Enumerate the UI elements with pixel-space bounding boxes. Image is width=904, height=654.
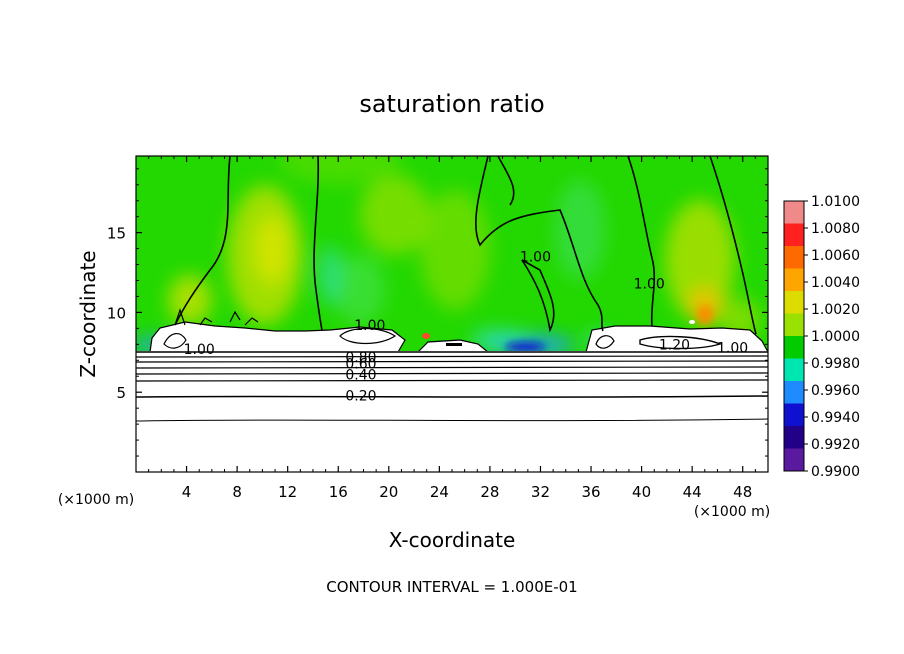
x-tick-label: 48 <box>733 483 752 501</box>
colorbar-swatch <box>784 313 804 337</box>
colorbar: 1.0100 1.0080 1.0060 1.0040 1.0020 1.0000 0.99… <box>783 194 860 480</box>
contour-interval-note: CONTOUR INTERVAL = 1.000E-01 <box>326 578 577 596</box>
x-unit-left: (×1000 m) <box>58 492 134 508</box>
x-tick-label: 20 <box>379 483 398 501</box>
contour-label: 1.20 <box>659 337 690 353</box>
y-axis: 5 10 15 <box>107 168 768 457</box>
colorbar-swatch <box>784 201 804 224</box>
y-tick-label: 5 <box>116 384 126 402</box>
lower-subsaturated-region <box>136 351 768 472</box>
colorbar-tick-label: 0.9980 <box>811 356 860 372</box>
colorbar-tick-label: 1.0060 <box>811 248 860 264</box>
y-tick-label: 10 <box>107 304 126 322</box>
colorbar-swatch <box>784 268 804 292</box>
contour-dots <box>422 320 695 346</box>
contour-label: 0.20 <box>345 388 376 404</box>
contour-label: 1.00 <box>520 250 551 266</box>
colorbar-tick-label: 0.9960 <box>811 383 860 399</box>
colorbar-tick-label: 1.0080 <box>811 221 860 237</box>
contour-label: 0.80 <box>345 350 376 366</box>
colorbar-swatch <box>784 336 804 359</box>
x-tick-label: 40 <box>632 483 651 501</box>
contour-label: 0.40 <box>345 368 376 384</box>
colorbar-tick-label: 1.0000 <box>811 329 860 345</box>
colorbar-swatch <box>784 246 804 269</box>
contour-label: 1.00 <box>717 341 748 357</box>
x-unit-right: (×1000 m) <box>694 504 770 520</box>
colorbar-swatch <box>784 426 804 449</box>
colorbar-swatch <box>784 403 804 427</box>
colorbar-tick-label: 1.0020 <box>811 302 860 318</box>
contour-lines <box>136 156 768 422</box>
contour-labels: 1.00 1.00 0.800.600.40 0.20 1.00 1.00 1.20 1.00 <box>184 250 749 405</box>
contour-label: 0.60 <box>345 356 376 372</box>
x-axis: 4 8 12 16 20 24 28 32 36 40 44 48 <box>148 156 756 501</box>
y-axis-label: Z-coordinate <box>76 250 100 377</box>
colorbar-tick-label: 1.0100 <box>811 194 860 210</box>
colorbar-tick-label: 0.9920 <box>811 437 860 453</box>
x-axis-label: X-coordinate <box>389 528 516 552</box>
x-tick-label: 32 <box>531 483 550 501</box>
colorbar-swatch <box>784 223 804 247</box>
colorbar-swatch <box>784 448 804 472</box>
x-tick-label: 44 <box>683 483 702 501</box>
contour-label: 1.00 <box>634 277 665 293</box>
x-tick-label: 12 <box>278 483 297 501</box>
plot-area: 1.00 1.00 0.800.600.40 0.20 1.00 1.00 1.20 1.00 <box>136 156 768 472</box>
x-tick-label: 8 <box>232 483 242 501</box>
chart-title: saturation ratio <box>359 90 544 118</box>
contour-label: 1.00 <box>184 342 215 358</box>
colorbar-swatch <box>784 381 804 404</box>
x-tick-label: 24 <box>430 483 449 501</box>
contour-label: 1.00 <box>354 318 385 334</box>
colorbar-tick-label: 0.9940 <box>811 410 860 426</box>
colorbar-swatch <box>784 291 804 314</box>
x-tick-label: 36 <box>581 483 600 501</box>
x-tick-label: 28 <box>480 483 499 501</box>
colorbar-tick-label: 1.0040 <box>811 275 860 291</box>
x-tick-label: 16 <box>329 483 348 501</box>
x-tick-label: 4 <box>182 483 192 501</box>
y-tick-label: 15 <box>107 225 126 243</box>
colorbar-tick-label: 0.9900 <box>811 464 860 480</box>
colorbar-swatch <box>784 358 804 382</box>
